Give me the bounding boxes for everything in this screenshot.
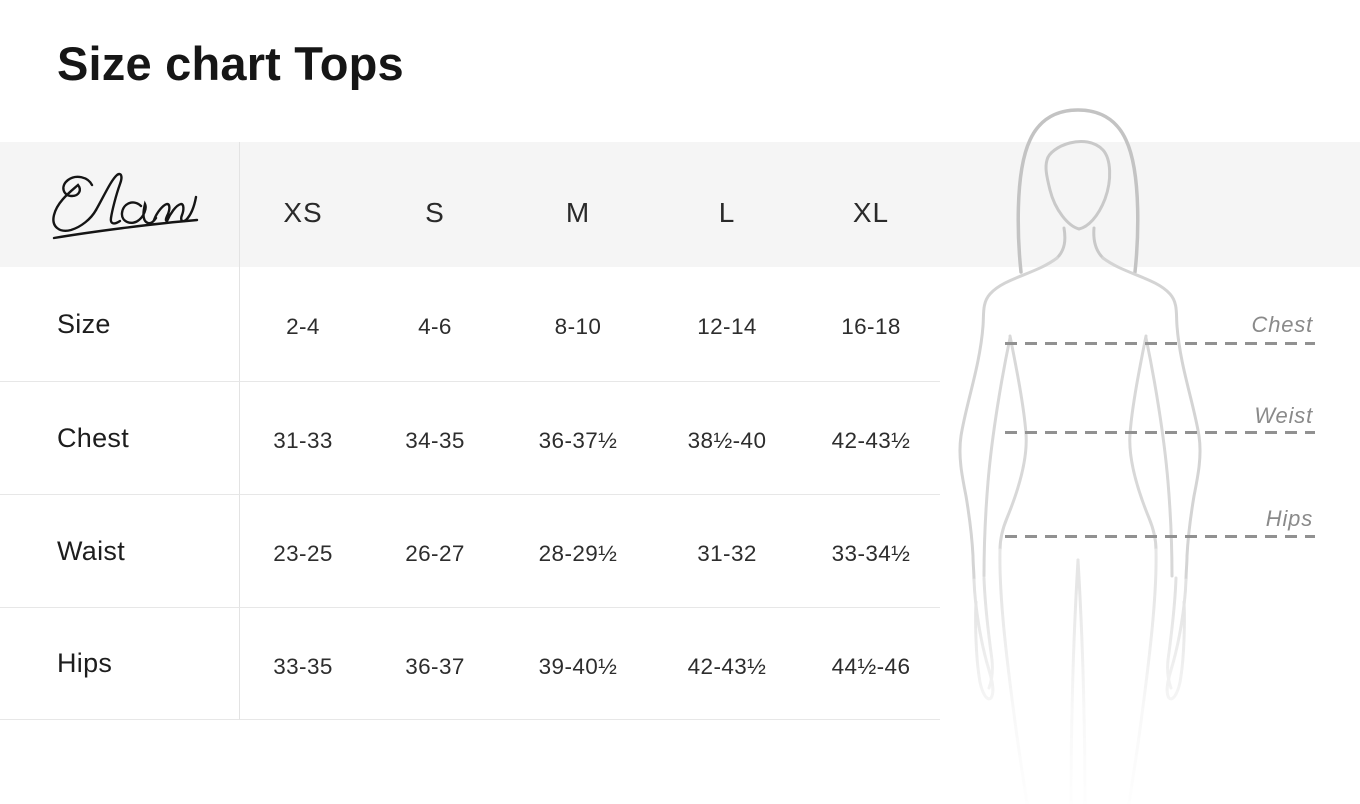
size-value-l: 12-14 (697, 314, 757, 339)
chest-value-s: 34-35 (366, 381, 504, 494)
silhouette-hair (1016, 108, 1140, 274)
chest-measurement-line (1005, 342, 1315, 345)
waist-value-xl: 33-34½ (802, 494, 940, 607)
size-value-s: 4-6 (418, 314, 452, 339)
hips-value-s: 36-37 (366, 607, 504, 720)
chest-value-l: 38½-40 (652, 381, 802, 494)
size-col-header-xl: XL (852, 196, 890, 228)
waist-value-m: 28-29½ (504, 494, 652, 607)
waist-value-l: 31-32 (652, 494, 802, 607)
hips-measurement-line (1005, 535, 1315, 538)
waist-measurement-line (1005, 431, 1315, 434)
silhouette-fade-overlay (940, 590, 1360, 804)
hips-value-xl: 44½-46 (802, 607, 940, 720)
row-label-waist: Waist (0, 494, 240, 607)
row-label-size: Size (0, 267, 240, 381)
size-table: XS S M L XL Size 2-4 4-6 8-10 12-14 16-1… (0, 142, 940, 720)
row-label-hips: Hips (0, 607, 240, 720)
chest-value-m: 36-37½ (504, 381, 652, 494)
silhouette-shoulders-arms (958, 256, 1202, 582)
size-col-header-l: L (718, 196, 736, 228)
chest-value-xl: 42-43½ (802, 381, 940, 494)
hips-value-l: 42-43½ (652, 607, 802, 720)
elan-logo (52, 172, 199, 239)
silhouette-face (1044, 139, 1112, 260)
page-title: Size chart Tops (57, 37, 404, 90)
waist-value-s: 26-27 (366, 494, 504, 607)
waist-value-xs: 23-25 (240, 494, 366, 607)
brand-logo-cell (0, 142, 240, 267)
chest-measurement-label: Chest (1251, 312, 1313, 337)
row-label-chest: Chest (0, 381, 240, 494)
silhouette-torso (982, 334, 1174, 578)
size-col-header-s: S (425, 196, 445, 228)
hips-value-m: 39-40½ (504, 607, 652, 720)
size-col-header-m: M (565, 196, 591, 228)
chest-value-xs: 31-33 (240, 381, 366, 494)
size-col-header-xs: XS (283, 196, 323, 228)
hips-value-xs: 33-35 (240, 607, 366, 720)
size-value-m: 8-10 (554, 314, 602, 339)
size-value-xs: 2-4 (286, 314, 320, 339)
hips-measurement-label: Hips (1265, 506, 1313, 531)
waist-measurement-label: Weist (1254, 403, 1313, 428)
size-value-xl: 16-18 (841, 314, 901, 339)
